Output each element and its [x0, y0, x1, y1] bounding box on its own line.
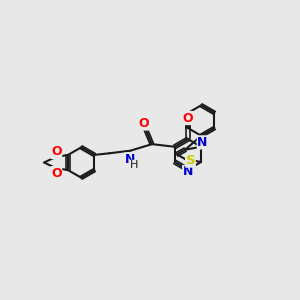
Text: N: N [124, 153, 135, 166]
Text: O: O [51, 167, 62, 180]
Text: S: S [186, 154, 195, 167]
Text: N: N [197, 136, 208, 149]
Text: O: O [183, 112, 193, 124]
Text: O: O [139, 117, 149, 130]
Text: O: O [51, 146, 62, 158]
Text: N: N [183, 165, 193, 178]
Text: H: H [130, 160, 138, 170]
